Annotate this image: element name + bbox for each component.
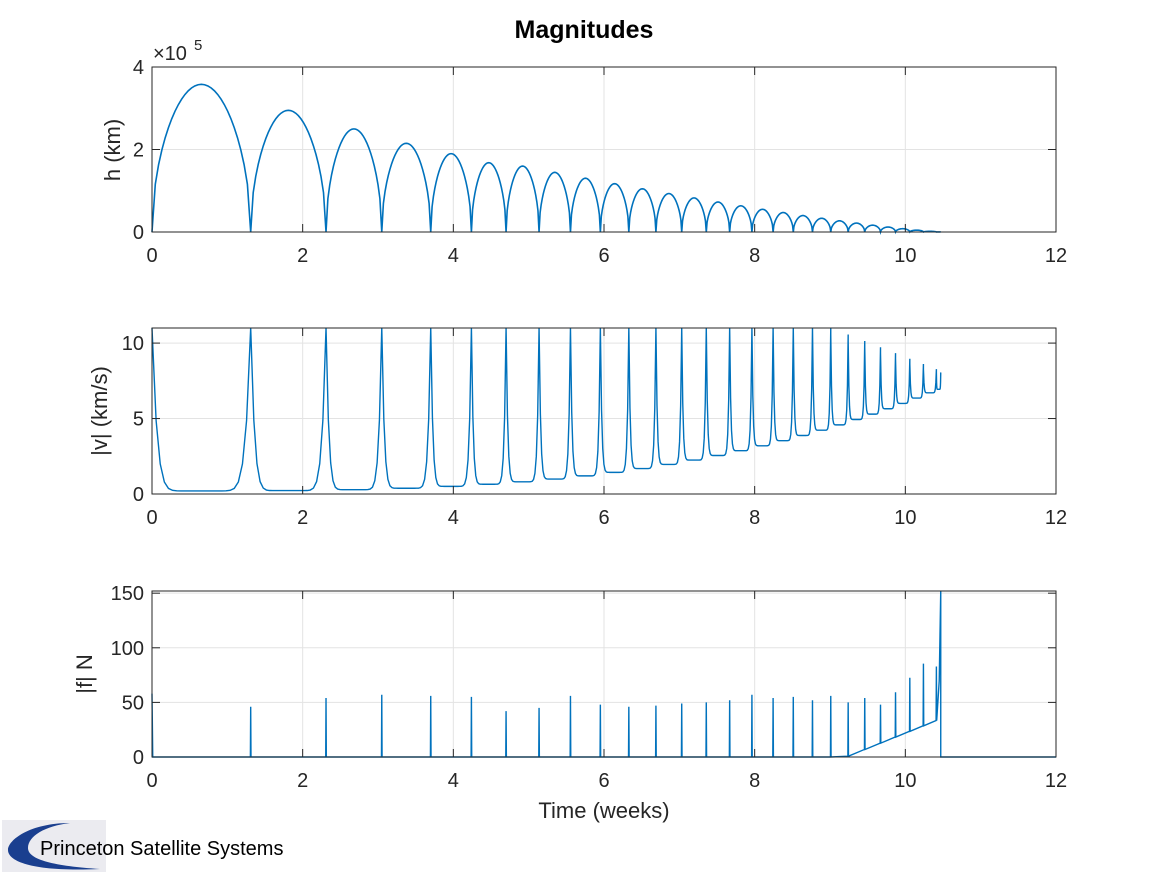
panel-force: 0 2 4 6 8 10 12 0 50 100 150 |f| N Time (weeks) <box>72 583 1067 823</box>
figure-title: Magnitudes <box>515 16 654 44</box>
panel-altitude-grid <box>151 66 1057 233</box>
x-tick-label: 10 <box>894 507 916 529</box>
y-tick-label: 10 <box>122 333 144 355</box>
y-tick-label: 0 <box>133 747 144 769</box>
force-ylabel: |f| N <box>72 654 97 694</box>
y-tick-label: 4 <box>133 57 144 79</box>
x-tick-label: 12 <box>1045 245 1067 267</box>
x-tick-label: 4 <box>448 245 459 267</box>
x-tick-label: 8 <box>749 770 760 792</box>
altitude-exponent-base: ×10 <box>153 43 187 65</box>
logo-crescent-icon <box>8 823 100 870</box>
panel-velocity: 0 2 4 6 8 10 12 0 5 10 |v| (km/s) <box>87 327 1067 529</box>
velocity-series-line <box>151 327 942 492</box>
x-tick-label: 6 <box>598 770 609 792</box>
x-tick-label: 2 <box>297 507 308 529</box>
x-tick-label: 6 <box>598 507 609 529</box>
y-tick-label: 50 <box>122 692 144 714</box>
altitude-series-line <box>151 83 941 236</box>
x-tick-label: 8 <box>749 245 760 267</box>
panel-velocity-grid <box>151 328 1057 495</box>
altitude-exponent-power: 5 <box>194 37 202 54</box>
panel-force-grid <box>151 591 1057 758</box>
panel-altitude: 0 2 4 6 8 10 12 0 2 4 h (km) ×10 5 <box>100 37 1067 267</box>
x-tick-label: 0 <box>146 770 157 792</box>
princeton-logo: Princeton Satellite Systems <box>2 820 283 872</box>
x-tick-label: 0 <box>146 245 157 267</box>
panel-force-ticks: 0 2 4 6 8 10 12 0 50 100 150 <box>111 583 1068 792</box>
x-tick-label: 6 <box>598 245 609 267</box>
y-tick-label: 0 <box>133 484 144 506</box>
x-tick-label: 12 <box>1045 770 1067 792</box>
y-tick-label: 100 <box>111 638 144 660</box>
y-tick-label: 0 <box>133 222 144 244</box>
velocity-ylabel: |v| (km/s) <box>87 366 112 456</box>
x-tick-label: 0 <box>146 507 157 529</box>
y-tick-label: 2 <box>133 140 144 162</box>
panel-velocity-ticks: 0 2 4 6 8 10 12 0 5 10 <box>122 328 1067 529</box>
x-tick-label: 4 <box>448 770 459 792</box>
y-tick-label: 150 <box>111 583 144 605</box>
y-tick-label: 5 <box>133 409 144 431</box>
altitude-ylabel: h (km) <box>100 119 125 181</box>
x-tick-label: 2 <box>297 770 308 792</box>
logo-text: Princeton Satellite Systems <box>40 838 283 860</box>
x-tick-label: 2 <box>297 245 308 267</box>
panel-altitude-ticks: 0 2 4 6 8 10 12 0 2 4 <box>133 57 1067 267</box>
x-tick-label: 4 <box>448 507 459 529</box>
x-axis-label: Time (weeks) <box>538 798 669 823</box>
x-tick-label: 10 <box>894 770 916 792</box>
x-tick-label: 10 <box>894 245 916 267</box>
x-tick-label: 12 <box>1045 507 1067 529</box>
x-tick-label: 8 <box>749 507 760 529</box>
